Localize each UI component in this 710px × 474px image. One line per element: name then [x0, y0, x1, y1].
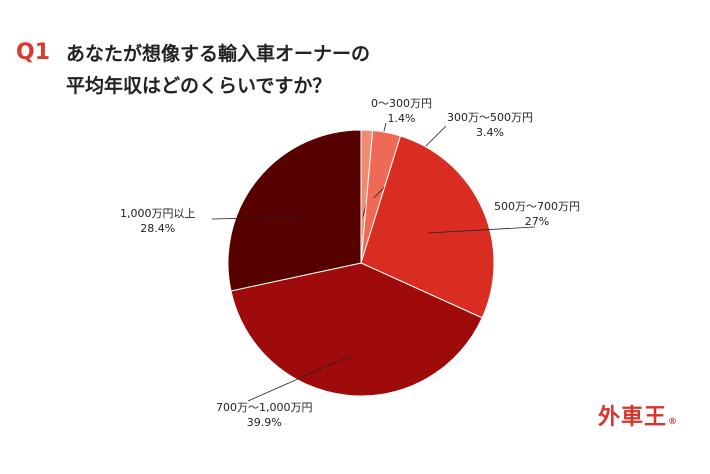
leader-line-500-700 — [427, 226, 536, 234]
leader-line-700-1000 — [247, 355, 352, 402]
slice-category: 1,000万円以上 — [120, 207, 196, 220]
brand-logo: 外車王® — [598, 399, 678, 431]
chart-title-line-1: あなたが想像する輸入車オーナーの — [66, 43, 371, 65]
slice-percentage: 3.4% — [476, 126, 504, 139]
question-number: Q1 — [16, 40, 51, 65]
slice-category: 500万〜700万円 — [494, 200, 580, 213]
slice-label-1000-plus: 1,000万円以上 28.4% — [120, 206, 196, 236]
chart-title-line-2: 平均年収はどのくらいですか？ — [66, 75, 332, 97]
slice-category: 300万〜500万円 — [447, 111, 533, 124]
slice-label-0-300: 0〜300万円 1.4% — [371, 96, 432, 126]
slice-percentage: 28.4% — [140, 222, 176, 235]
pie-slice-500-700 — [360, 135, 495, 319]
pie-slice-1000-plus — [227, 129, 362, 292]
brand-logo-text: 外車王 — [598, 405, 668, 430]
chart-title: あなたが想像する輸入車オーナーの 平均年収はどのくらいですか？ — [66, 38, 486, 102]
slice-percentage: 27% — [524, 215, 550, 228]
slice-category: 0〜300万円 — [371, 97, 432, 110]
slice-category: 700万〜1,000万円 — [216, 401, 313, 414]
slice-percentage: 1.4% — [387, 112, 416, 125]
registered-mark: ® — [668, 417, 679, 427]
pie-slice-700-1000 — [230, 262, 483, 397]
slice-label-500-700: 500万〜700万円 27% — [494, 199, 580, 229]
slice-label-700-1000: 700万〜1,000万円 39.9% — [216, 400, 313, 430]
slice-label-300-500: 300万〜500万円 3.4% — [447, 110, 533, 140]
slice-percentage: 39.9% — [246, 416, 282, 429]
leader-line-1000-plus — [211, 216, 305, 220]
